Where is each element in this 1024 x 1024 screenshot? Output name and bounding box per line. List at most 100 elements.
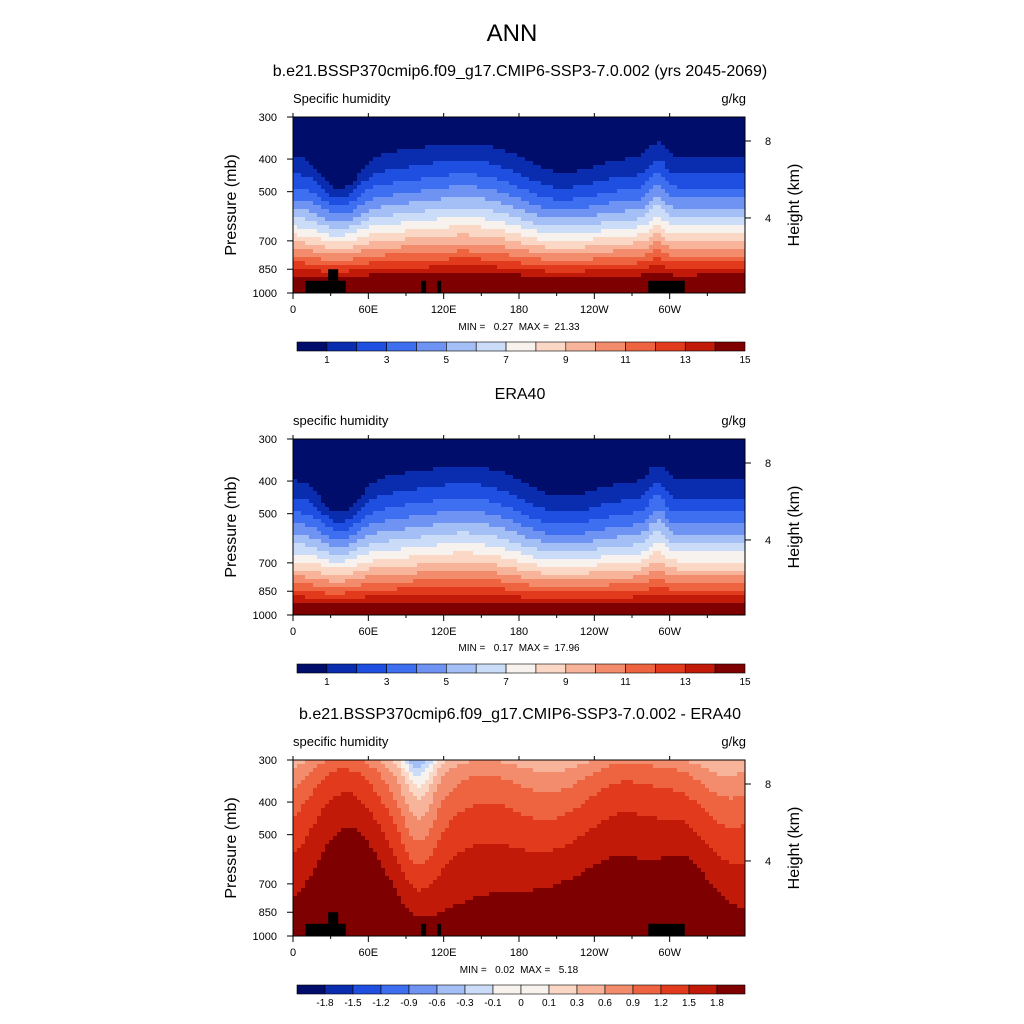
field-cell [497,217,502,222]
field-cell [361,141,366,146]
field-cell [381,245,386,250]
field-cell [645,257,650,262]
field-cell [465,165,470,170]
field-cell [385,173,390,178]
field-cell [413,237,418,242]
field-cell [621,201,626,206]
field-cell [661,265,666,270]
field-cell [473,197,478,202]
field-cell [657,245,662,250]
field-cell [409,221,414,226]
field-cell [489,237,494,242]
field-cell [337,197,342,202]
field-cell [537,121,542,126]
field-cell [621,133,626,138]
field-cell [481,241,486,246]
field-cell [481,205,486,210]
field-cell [557,145,562,150]
field-cell [405,225,410,230]
field-cell [565,233,570,238]
field-cell [669,225,674,230]
field-cell [705,265,710,270]
field-cell [433,209,438,214]
field-cell [481,237,486,242]
field-cell [497,225,502,230]
field-cell [305,145,310,150]
field-cell [517,225,522,230]
field-cell [569,129,574,134]
field-cell [405,245,410,250]
field-cell [321,145,326,150]
field-cell [389,265,394,270]
field-cell [309,125,314,130]
field-cell [477,185,482,190]
field-cell [461,245,466,250]
field-cell [529,285,534,290]
field-cell [677,213,682,218]
field-cell [597,257,602,262]
field-cell [561,165,566,170]
field-cell [601,117,606,122]
field-cell [501,145,506,150]
field-cell [517,281,522,286]
field-cell [577,121,582,126]
field-cell [381,209,386,214]
field-cell [357,229,362,234]
field-cell [301,161,306,166]
field-cell [397,209,402,214]
field-cell [713,273,718,278]
field-cell [701,193,706,198]
field-cell [481,133,486,138]
field-cell [505,249,510,254]
field-cell [301,149,306,154]
field-cell [325,185,330,190]
field-cell [409,277,414,282]
field-cell [709,137,714,142]
field-cell [513,273,518,278]
field-cell [369,277,374,282]
field-cell [353,121,358,126]
field-cell [489,157,494,162]
field-cell [541,265,546,270]
field-cell [545,285,550,290]
field-cell [349,221,354,226]
field-cell [565,181,570,186]
field-cell [501,165,506,170]
field-cell [585,225,590,230]
field-cell [345,289,350,293]
field-cell [581,257,586,262]
field-cell [389,285,394,290]
field-cell [397,229,402,234]
field-cell [661,169,666,174]
field-cell [517,189,522,194]
field-cell [705,141,710,146]
field-cell [381,289,386,293]
field-cell [477,201,482,206]
field-cell [309,133,314,138]
field-cell [585,281,590,286]
field-cell [305,237,310,242]
field-cell [417,189,422,194]
field-cell [397,145,402,150]
field-cell [405,117,410,122]
field-cell [293,201,298,206]
field-cell [709,229,714,234]
field-cell [677,265,682,270]
field-cell [729,245,734,250]
field-cell [621,209,626,214]
field-cell [541,217,546,222]
field-cell [421,157,426,162]
field-cell [637,253,642,258]
field-cell [353,253,358,258]
field-cell [705,117,710,122]
field-cell [525,145,530,150]
field-cell [393,137,398,142]
field-cell [521,289,526,293]
field-cell [501,121,506,126]
field-cell [617,273,622,278]
field-cell [509,265,514,270]
field-cell [305,277,310,282]
field-cell [513,261,518,266]
field-cell [445,209,450,214]
field-cell [681,197,686,202]
